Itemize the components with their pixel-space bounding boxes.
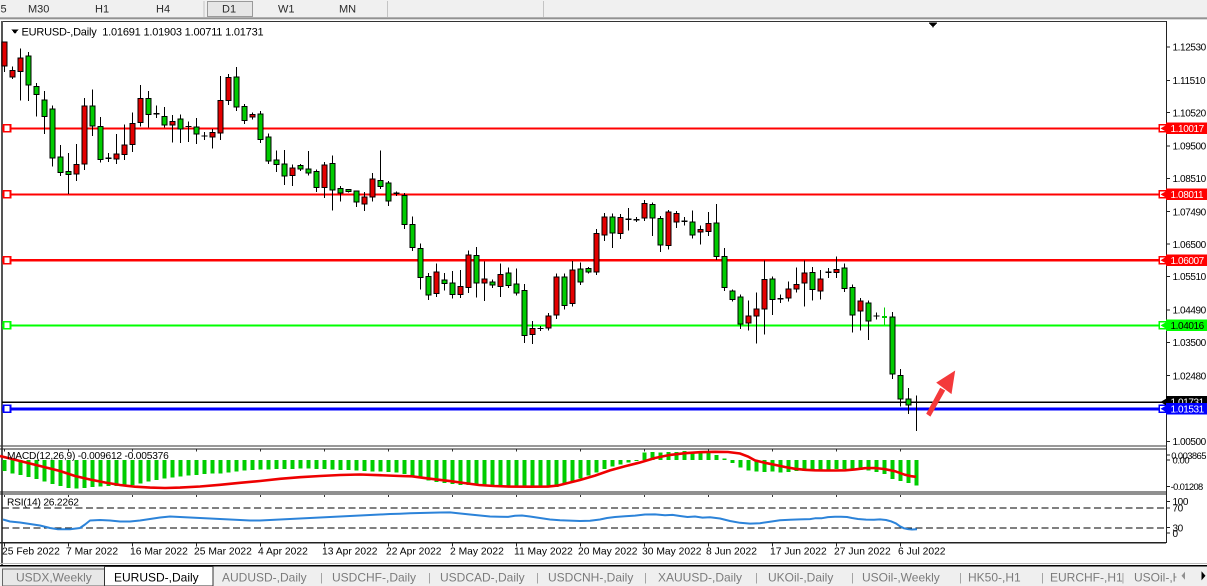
svg-text:1.06007: 1.06007 [1171, 256, 1205, 267]
svg-text:100: 100 [1173, 497, 1189, 508]
svg-text:MACD(12,26,9) -0.009612 -0.005: MACD(12,26,9) -0.009612 -0.005376 [7, 451, 169, 462]
svg-text:1.10017: 1.10017 [1171, 124, 1205, 135]
svg-text:1.09500: 1.09500 [1173, 142, 1207, 153]
svg-text:16 Mar 2022: 16 Mar 2022 [130, 546, 188, 557]
svg-text:HK50-,H1: HK50-,H1 [968, 571, 1021, 585]
svg-text:USDCHF-,Daily: USDCHF-,Daily [332, 571, 416, 585]
svg-text:USDCNH-,Daily: USDCNH-,Daily [548, 571, 633, 585]
svg-text:W1: W1 [278, 4, 295, 16]
svg-text:1.04016: 1.04016 [1171, 321, 1205, 332]
svg-text:|: | [959, 572, 962, 584]
svg-text:RSI(14) 26.2262: RSI(14) 26.2262 [7, 498, 79, 509]
svg-text:1.08011: 1.08011 [1171, 190, 1204, 201]
svg-text:|: | [320, 572, 323, 584]
svg-text:XAUUSD-,Daily: XAUUSD-,Daily [658, 571, 742, 585]
svg-text:|: | [1122, 572, 1125, 584]
svg-text:EURUSD-,Daily 1.01691 1.01903: EURUSD-,Daily 1.01691 1.01903 1.00711 1.… [22, 27, 264, 39]
svg-text:6 Jul 2022: 6 Jul 2022 [898, 546, 946, 557]
svg-text:D1: D1 [222, 4, 236, 16]
svg-text:1.03500: 1.03500 [1173, 338, 1207, 349]
svg-text:|: | [428, 572, 431, 584]
svg-text:H4: H4 [156, 4, 170, 16]
svg-text:M30: M30 [28, 4, 49, 16]
svg-text:|: | [851, 572, 854, 584]
svg-text:USDX,Weekly: USDX,Weekly [16, 571, 92, 585]
svg-text:EURUSD-,Daily: EURUSD-,Daily [114, 571, 199, 585]
svg-text:MN: MN [339, 4, 356, 16]
svg-text:17 Jun 2022: 17 Jun 2022 [770, 546, 827, 557]
svg-text:70: 70 [1173, 504, 1184, 515]
svg-text:1.08510: 1.08510 [1173, 174, 1207, 185]
svg-text:USDCAD-,Daily: USDCAD-,Daily [440, 571, 525, 585]
svg-text:2 May 2022: 2 May 2022 [450, 546, 504, 557]
svg-text:UKOil-,Daily: UKOil-,Daily [768, 571, 833, 585]
svg-text:25 Mar 2022: 25 Mar 2022 [194, 546, 252, 557]
svg-text:20 May 2022: 20 May 2022 [578, 546, 638, 557]
svg-text:25 Feb 2022: 25 Feb 2022 [2, 546, 60, 557]
svg-text:1.06500: 1.06500 [1173, 240, 1207, 251]
svg-text:|: | [1041, 572, 1044, 584]
svg-text:0.00: 0.00 [1173, 455, 1190, 466]
svg-text:1.12530: 1.12530 [1173, 43, 1207, 54]
svg-text:-0.01208: -0.01208 [1171, 481, 1203, 492]
svg-text:1.00500: 1.00500 [1173, 437, 1207, 448]
svg-text:11 May 2022: 11 May 2022 [514, 546, 573, 557]
svg-text:13 Apr 2022: 13 Apr 2022 [322, 546, 378, 557]
svg-text:AUDUSD-,Daily: AUDUSD-,Daily [222, 571, 307, 585]
svg-text:0.003865: 0.003865 [1171, 450, 1206, 461]
svg-text:EURCHF-,H1: EURCHF-,H1 [1050, 571, 1123, 585]
svg-text:USOil-,H: USOil-,H [1134, 571, 1181, 585]
svg-text:|: | [755, 572, 758, 584]
svg-text:1.05510: 1.05510 [1173, 272, 1207, 283]
svg-text:1.10520: 1.10520 [1173, 108, 1207, 119]
svg-text:30: 30 [1173, 523, 1184, 534]
svg-text:30 May 2022: 30 May 2022 [642, 546, 702, 557]
svg-text:22 Apr 2022: 22 Apr 2022 [386, 546, 442, 557]
svg-text:USOil-,Weekly: USOil-,Weekly [862, 571, 940, 585]
svg-text:H1: H1 [95, 4, 109, 16]
svg-text:|: | [536, 572, 539, 584]
svg-text:1.02480: 1.02480 [1173, 371, 1207, 382]
svg-text:1.01531: 1.01531 [1171, 405, 1205, 416]
svg-text:27 Jun 2022: 27 Jun 2022 [834, 546, 891, 557]
svg-text:1.11510: 1.11510 [1173, 76, 1206, 87]
svg-text:0: 0 [1173, 529, 1179, 540]
svg-text:8 Jun 2022: 8 Jun 2022 [706, 546, 757, 557]
svg-text:4 Apr 2022: 4 Apr 2022 [258, 546, 308, 557]
svg-text:1.07490: 1.07490 [1173, 207, 1207, 218]
svg-text:5: 5 [1, 4, 7, 16]
svg-text:1.04490: 1.04490 [1173, 306, 1207, 317]
svg-text:|: | [644, 572, 647, 584]
svg-text:7 Mar 2022: 7 Mar 2022 [66, 546, 118, 557]
